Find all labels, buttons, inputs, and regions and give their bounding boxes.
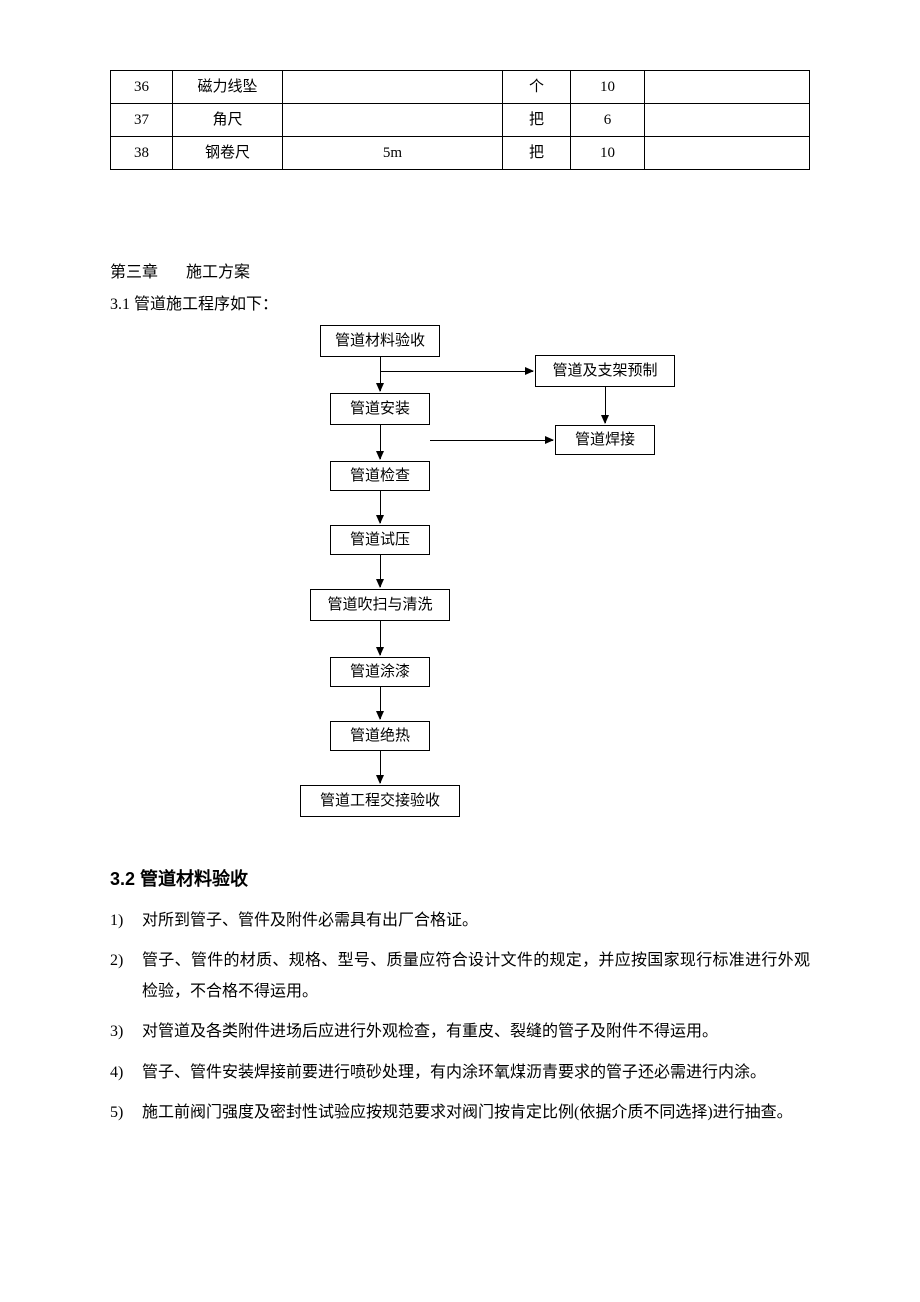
table-row: 37 角尺 把 6 bbox=[111, 104, 810, 137]
list-text: 对所到管子、管件及附件必需具有出厂合格证。 bbox=[142, 906, 810, 936]
cell-qty: 6 bbox=[571, 104, 645, 137]
list-item: 5)施工前阀门强度及密封性试验应按规范要求对阀门按肯定比例(依据介质不同选择)进… bbox=[110, 1098, 810, 1128]
list-num: 3) bbox=[110, 1017, 142, 1047]
cell-name: 钢卷尺 bbox=[173, 137, 283, 170]
requirements-list: 1)对所到管子、管件及附件必需具有出厂合格证。 2)管子、管件的材质、规格、型号… bbox=[110, 906, 810, 1128]
cell-qty: 10 bbox=[571, 71, 645, 104]
cell-unit: 把 bbox=[503, 137, 571, 170]
cell-note bbox=[645, 104, 810, 137]
arrow-icon bbox=[605, 387, 606, 423]
arrow-icon bbox=[380, 555, 381, 587]
flow-node-r2: 管道焊接 bbox=[555, 425, 655, 455]
list-text: 管子、管件安装焊接前要进行喷砂处理，有内涂环氧煤沥青要求的管子还必需进行内涂。 bbox=[142, 1058, 810, 1088]
flow-node-n3: 管道检查 bbox=[330, 461, 430, 491]
list-item: 1)对所到管子、管件及附件必需具有出厂合格证。 bbox=[110, 906, 810, 936]
cell-spec bbox=[283, 104, 503, 137]
list-item: 2)管子、管件的材质、规格、型号、质量应符合设计文件的规定，并应按国家现行标准进… bbox=[110, 946, 810, 1007]
list-num: 2) bbox=[110, 946, 142, 1007]
process-flowchart: 管道材料验收 管道安装 管道检查 管道试压 管道吹扫与清洗 管道涂漆 管道绝热 … bbox=[290, 325, 750, 835]
arrow-icon bbox=[380, 425, 381, 459]
arrow-icon bbox=[380, 621, 381, 655]
table-row: 36 磁力线坠 个 10 bbox=[111, 71, 810, 104]
flow-node-n6: 管道涂漆 bbox=[330, 657, 430, 687]
flow-node-n1: 管道材料验收 bbox=[320, 325, 440, 357]
chapter-heading: 第三章 施工方案 bbox=[110, 260, 810, 286]
cell-idx: 36 bbox=[111, 71, 173, 104]
table-row: 38 钢卷尺 5m 把 10 bbox=[111, 137, 810, 170]
list-text: 施工前阀门强度及密封性试验应按规范要求对阀门按肯定比例(依据介质不同选择)进行抽… bbox=[142, 1098, 810, 1128]
list-num: 4) bbox=[110, 1058, 142, 1088]
arrow-icon bbox=[380, 751, 381, 783]
list-item: 3)对管道及各类附件进场后应进行外观检查，有重皮、裂缝的管子及附件不得运用。 bbox=[110, 1017, 810, 1047]
list-item: 4)管子、管件安装焊接前要进行喷砂处理，有内涂环氧煤沥青要求的管子还必需进行内涂… bbox=[110, 1058, 810, 1088]
cell-note bbox=[645, 71, 810, 104]
flow-node-n8: 管道工程交接验收 bbox=[300, 785, 460, 817]
cell-unit: 把 bbox=[503, 104, 571, 137]
flow-node-n2: 管道安装 bbox=[330, 393, 430, 425]
cell-name: 角尺 bbox=[173, 104, 283, 137]
flow-node-n7: 管道绝热 bbox=[330, 721, 430, 751]
cell-spec: 5m bbox=[283, 137, 503, 170]
cell-spec bbox=[283, 71, 503, 104]
chapter-title: 施工方案 bbox=[186, 264, 250, 281]
cell-qty: 10 bbox=[571, 137, 645, 170]
arrow-icon bbox=[430, 440, 553, 441]
sec32-heading: 3.2 管道材料验收 bbox=[110, 865, 810, 894]
arrow-icon bbox=[380, 687, 381, 719]
chapter-label: 第三章 bbox=[110, 260, 158, 286]
tools-table: 36 磁力线坠 个 10 37 角尺 把 6 38 钢卷尺 5m 把 10 bbox=[110, 70, 810, 170]
cell-note bbox=[645, 137, 810, 170]
flow-node-r1: 管道及支架预制 bbox=[535, 355, 675, 387]
cell-name: 磁力线坠 bbox=[173, 71, 283, 104]
arrow-icon bbox=[380, 357, 381, 391]
list-num: 5) bbox=[110, 1098, 142, 1128]
cell-idx: 38 bbox=[111, 137, 173, 170]
flow-node-n5: 管道吹扫与清洗 bbox=[310, 589, 450, 621]
list-text: 管子、管件的材质、规格、型号、质量应符合设计文件的规定，并应按国家现行标准进行外… bbox=[142, 946, 810, 1007]
list-text: 对管道及各类附件进场后应进行外观检查，有重皮、裂缝的管子及附件不得运用。 bbox=[142, 1017, 810, 1047]
sec31-heading: 3.1 管道施工程序如下： bbox=[110, 292, 810, 318]
list-num: 1) bbox=[110, 906, 142, 936]
arrow-icon bbox=[381, 371, 533, 372]
flow-node-n4: 管道试压 bbox=[330, 525, 430, 555]
arrow-icon bbox=[380, 491, 381, 523]
cell-unit: 个 bbox=[503, 71, 571, 104]
cell-idx: 37 bbox=[111, 104, 173, 137]
